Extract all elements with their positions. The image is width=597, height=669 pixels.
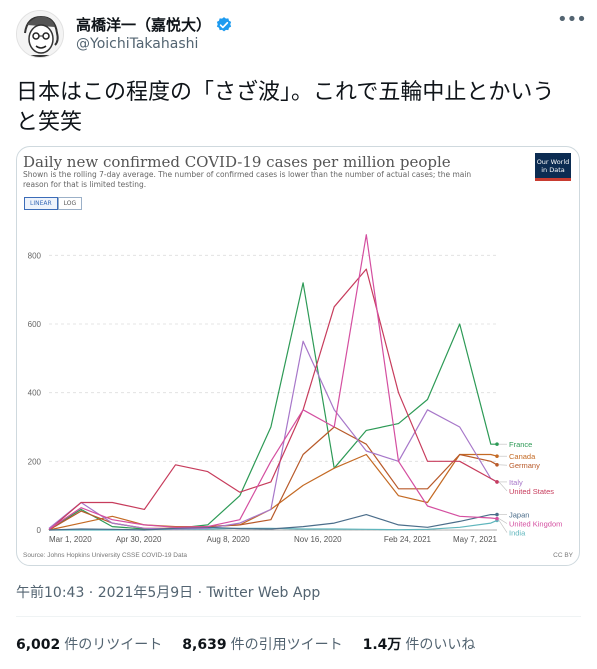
tweet-media-chart[interactable]: Daily new confirmed COVID-19 cases per m…	[16, 146, 580, 566]
series-line	[48, 268, 498, 531]
tweet-stats: 6,002 件のリツイート 8,639 件の引用ツイート 1.4万 件のいいね	[16, 634, 495, 654]
series-line	[48, 340, 498, 530]
series-end-point	[495, 454, 499, 458]
scale-toggle: LINEAR LOG	[24, 197, 83, 210]
avatar-caricature-icon	[17, 11, 63, 57]
series-end-point	[495, 442, 499, 446]
x-tick-label: Nov 16, 2020	[294, 535, 342, 544]
tweet-meta: 午前10:43 · 2021年5月9日 · Twitter Web App	[16, 582, 320, 602]
x-tick-label: Feb 24, 2021	[384, 535, 432, 544]
series-end-point	[495, 480, 499, 484]
likes-label: 件のいいね	[405, 637, 476, 653]
series-end-point	[495, 516, 499, 521]
series-line	[48, 234, 498, 530]
owid-logo-line2: in Data	[541, 166, 565, 174]
owid-logo-line1: Our World	[536, 158, 570, 166]
legend-leader	[498, 481, 508, 492]
series-end-point	[495, 512, 499, 517]
legend-leader	[498, 520, 508, 533]
legend-label: United States	[509, 487, 554, 496]
scale-linear-button[interactable]: LINEAR	[24, 197, 58, 210]
x-tick-label: May 7, 2021	[453, 535, 498, 544]
likes-count: 1.4万	[362, 637, 402, 653]
y-tick-label: 200	[28, 457, 42, 466]
y-tick-label: 600	[28, 320, 42, 329]
legend-label: France	[509, 440, 532, 449]
legend-label: Japan	[509, 511, 529, 520]
meta-separator: ·	[84, 585, 98, 601]
tweet-time[interactable]: 午前10:43	[16, 585, 85, 601]
quotes-label: 件の引用ツイート	[230, 637, 343, 653]
chart-license: CC BY	[553, 552, 574, 559]
tweet-source-app[interactable]: Twitter Web App	[206, 585, 321, 601]
legend-label: United Kingdom	[509, 520, 562, 529]
tweet-text: 日本はこの程度の「さざ波」。これで五輪中止とかいうと笑笑	[16, 80, 555, 135]
chart-plot: 0 200 400 600 800 Mar 1, 2020 Apr 30, 2020 Aug …	[23, 234, 574, 559]
quotes-stat[interactable]: 8,639 件の引用ツイート	[182, 634, 342, 654]
x-tick-label: Aug 8, 2020	[207, 535, 251, 544]
likes-stat[interactable]: 1.4万 件のいいね	[363, 634, 476, 654]
legend-label: Germany	[509, 461, 540, 470]
series-end-point	[495, 462, 499, 467]
legend-label: Italy	[509, 478, 523, 487]
x-tick-label: Mar 1, 2020	[49, 535, 92, 544]
y-tick-label: 400	[28, 389, 42, 398]
legend-label: Canada	[509, 452, 536, 461]
scale-log-button[interactable]: LOG	[57, 197, 83, 210]
quotes-count: 8,639	[182, 637, 227, 653]
tweet-date[interactable]: 2021年5月9日	[97, 585, 194, 601]
avatar[interactable]	[16, 10, 64, 58]
chart-title: Daily new confirmed COVID-19 cases per m…	[23, 153, 451, 171]
retweets-stat[interactable]: 6,002 件のリツイート	[16, 634, 162, 654]
more-icon[interactable]: •••	[557, 9, 587, 30]
series-line	[48, 282, 497, 531]
retweets-label: 件のリツイート	[64, 637, 163, 653]
user-handle[interactable]: @YoichiTakahashi	[76, 36, 199, 52]
divider	[16, 616, 581, 617]
retweets-count: 6,002	[16, 637, 61, 653]
name-row: 高橋洋一（嘉悦大）	[76, 14, 233, 35]
series-line	[48, 514, 497, 531]
y-tick-label: 0	[37, 526, 42, 535]
tweet-header: 高橋洋一（嘉悦大） @YoichiTakahashi •••	[16, 9, 587, 62]
chart-subtitle: Shown is the rolling 7-day average. The …	[23, 170, 472, 189]
display-name[interactable]: 高橋洋一（嘉悦大）	[76, 16, 212, 34]
legend-leader	[498, 518, 508, 524]
legend-label: India	[509, 529, 526, 538]
x-tick-label: Apr 30, 2020	[116, 535, 162, 544]
meta-separator-2: ·	[193, 585, 207, 601]
series-line	[48, 453, 498, 531]
y-tick-label: 800	[28, 251, 42, 260]
chart-source: Source: Johns Hopkins University CSSE CO…	[23, 552, 187, 559]
verified-icon	[216, 16, 232, 31]
owid-logo: Our World in Data	[535, 153, 571, 181]
